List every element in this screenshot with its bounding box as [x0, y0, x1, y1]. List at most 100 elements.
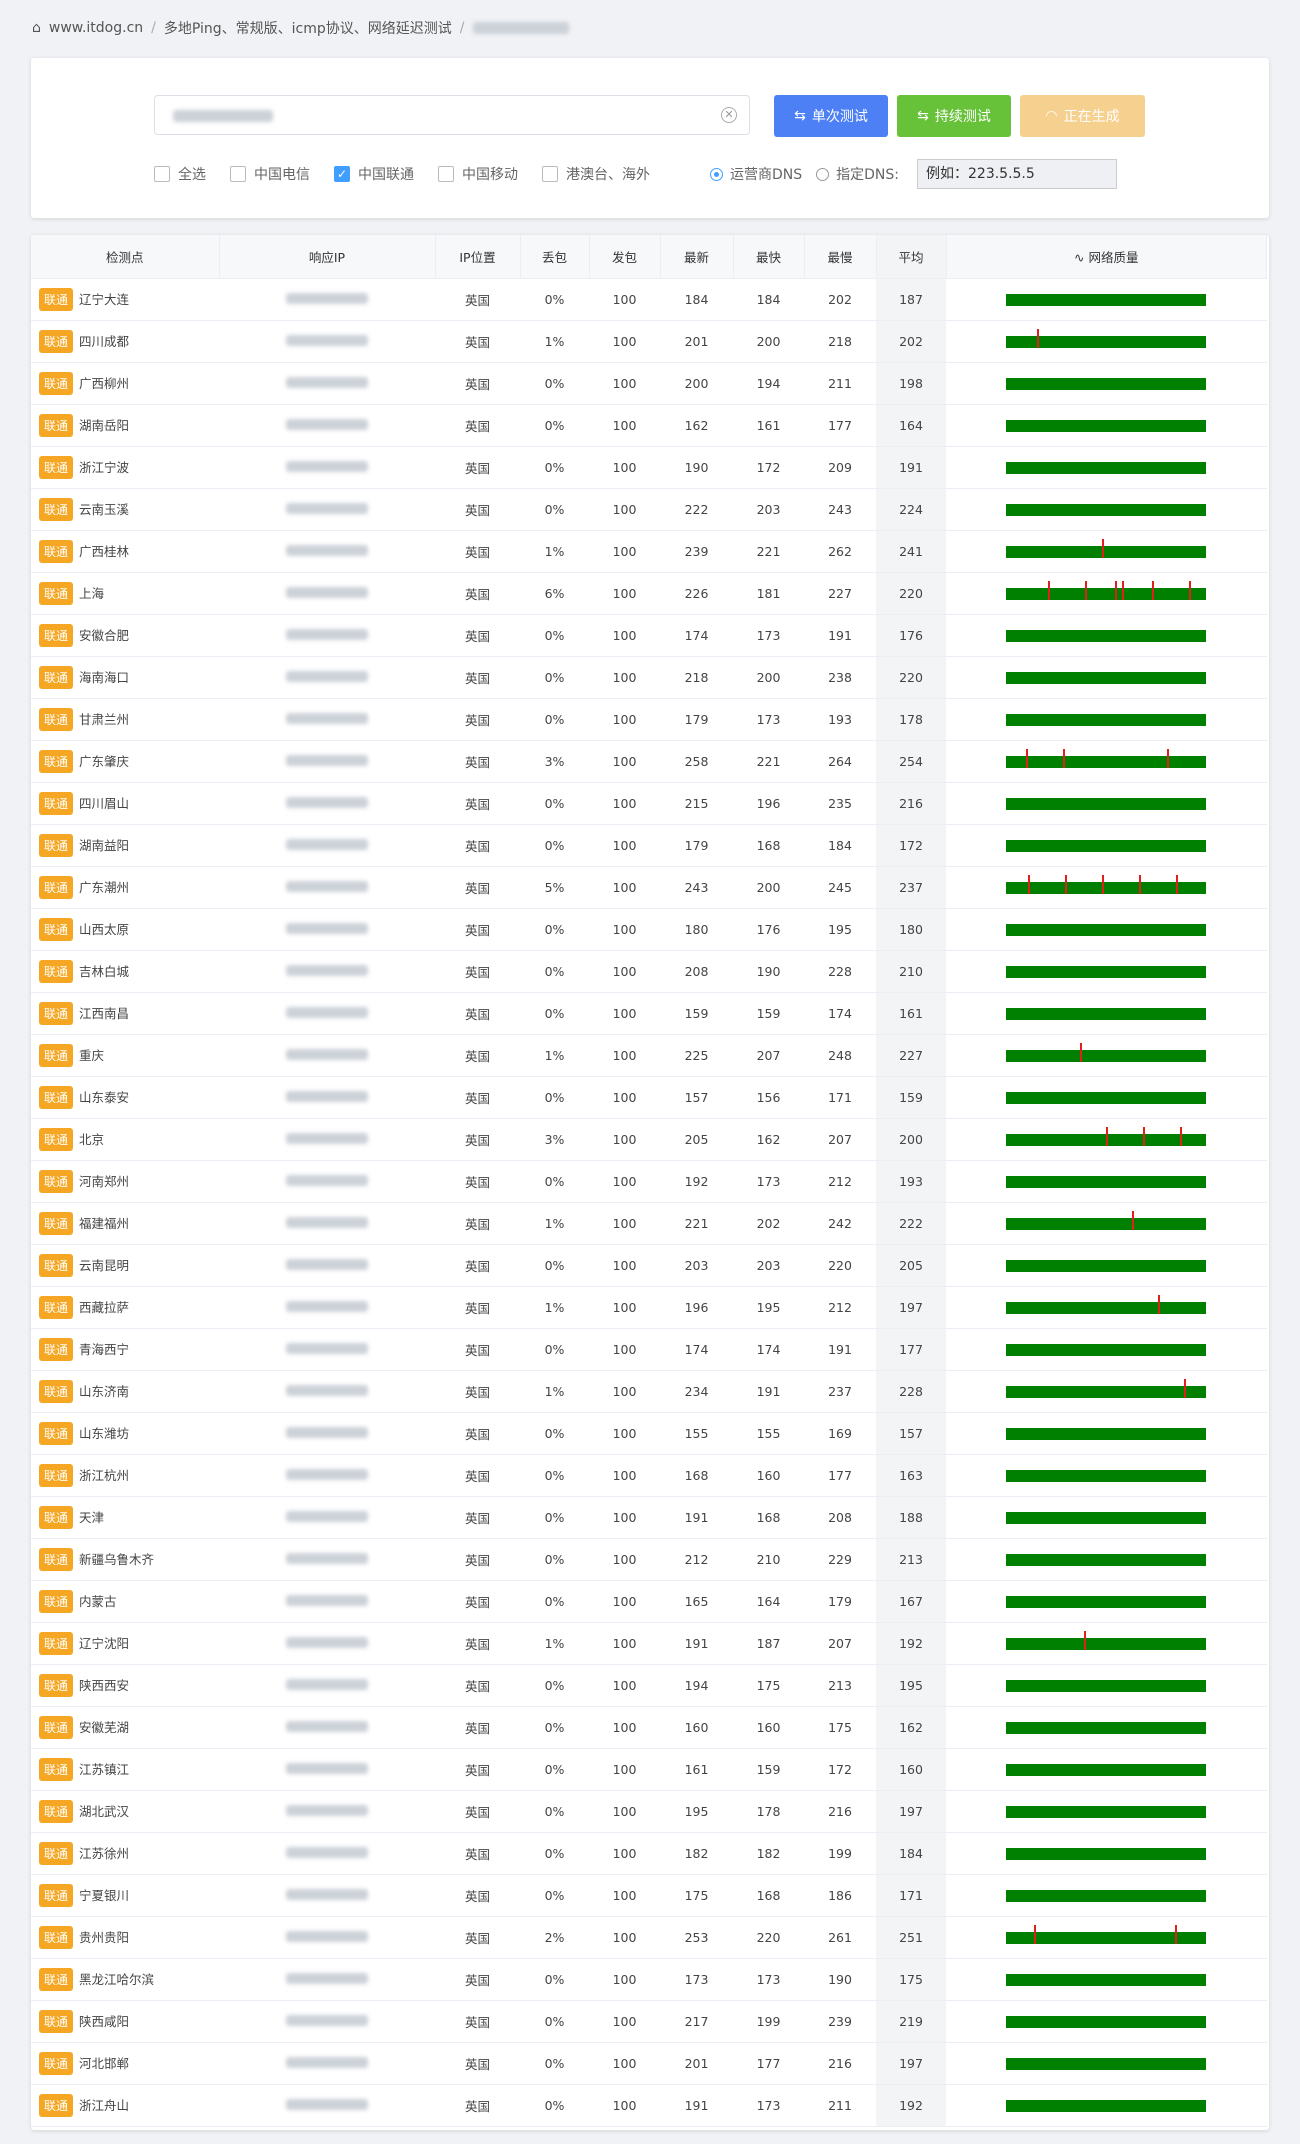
average: 180	[876, 908, 946, 951]
ip-cell	[219, 1118, 435, 1161]
location-cell: 联通 浙江杭州	[31, 1454, 219, 1497]
result-row: 联通 青海西宁 英国 0% 100 174 174 191 177	[31, 1328, 1267, 1371]
ip-cell	[219, 1454, 435, 1497]
radio-dot	[710, 167, 723, 181]
blurred-ip	[286, 1175, 368, 1186]
blurred-ip	[286, 1847, 368, 1858]
quality-bar	[1006, 1091, 1207, 1104]
ip-location: 英国	[435, 1118, 520, 1161]
latest: 243	[660, 866, 733, 909]
slowest: 169	[804, 1412, 876, 1455]
quality-cell	[946, 2084, 1267, 2127]
ip-cell	[219, 1916, 435, 1959]
generating-button[interactable]: ◠ 正在生成	[1020, 95, 1145, 137]
slowest: 261	[804, 1916, 876, 1959]
isp-tag: 联通	[39, 372, 74, 395]
ip-location: 英国	[435, 2042, 520, 2085]
ip-cell	[219, 1958, 435, 2001]
ip-cell	[219, 1412, 435, 1455]
quality-cell	[946, 950, 1267, 993]
ip-cell	[219, 1790, 435, 1833]
single-test-button[interactable]: ⇆ 单次测试	[774, 95, 888, 137]
checkbox[interactable]: 港澳台、海外	[542, 164, 650, 184]
column-header: 最新	[660, 235, 734, 279]
latest: 196	[660, 1286, 733, 1329]
latest: 180	[660, 908, 733, 951]
loss-spike	[1132, 1210, 1135, 1230]
ip-location: 英国	[435, 656, 520, 699]
result-row: 联通 江苏镇江 英国 0% 100 161 159 172 160	[31, 1748, 1267, 1791]
slowest: 191	[804, 614, 876, 657]
fastest: 187	[733, 1622, 804, 1665]
location-cell: 联通 辽宁大连	[31, 278, 219, 321]
slowest: 208	[804, 1496, 876, 1539]
loss: 0%	[520, 908, 589, 951]
search-input[interactable]: ✕	[154, 95, 750, 135]
checkbox[interactable]: 中国移动	[438, 164, 518, 184]
location: 广西桂林	[79, 544, 130, 559]
home-icon: ⌂	[32, 20, 41, 36]
ip-cell	[219, 1034, 435, 1077]
fastest: 184	[733, 278, 804, 321]
loss: 0%	[520, 950, 589, 993]
result-row: 联通 陕西咸阳 英国 0% 100 217 199 239 219	[31, 2000, 1267, 2043]
result-table: 检测点 响应IP IP位置 丢包 发包 最新 最快 最慢 平均 ∿ 网络质量 联通 辽宁大连 英国 0%…	[31, 235, 1267, 2127]
checkbox[interactable]: 中国电信	[230, 164, 310, 184]
sent: 100	[589, 1496, 660, 1539]
sent: 100	[589, 866, 660, 909]
latest: 184	[660, 278, 733, 321]
loss-spike	[1176, 874, 1179, 894]
ip-location: 英国	[435, 614, 520, 657]
quality-bar	[1006, 538, 1207, 558]
isp-tag: 联通	[39, 1128, 74, 1151]
fastest: 159	[733, 992, 804, 1035]
loss-spike	[1175, 1924, 1178, 1944]
result-row: 联通 云南玉溪 英国 0% 100 222 203 243 224	[31, 488, 1267, 531]
result-row: 联通 黑龙江哈尔滨 英国 0% 100 173 173 190 175	[31, 1958, 1267, 2001]
location-cell: 联通 江苏徐州	[31, 1832, 219, 1875]
ip-cell	[219, 1538, 435, 1581]
fastest: 161	[733, 404, 804, 447]
blurred-ip	[286, 965, 368, 976]
average: 197	[876, 1286, 946, 1329]
sent: 100	[589, 992, 660, 1035]
blurred-ip	[286, 1973, 368, 1984]
location-cell: 联通 湖北武汉	[31, 1790, 219, 1833]
continuous-test-button[interactable]: ⇆ 持续测试	[897, 95, 1011, 137]
loss: 0%	[520, 1580, 589, 1623]
ip-location: 英国	[435, 404, 520, 447]
location-cell: 联通 江西南昌	[31, 992, 219, 1035]
ip-cell	[219, 1328, 435, 1371]
loss: 1%	[520, 320, 589, 363]
clear-button[interactable]: ✕	[721, 107, 737, 123]
quality-bar	[1006, 1469, 1207, 1482]
loss: 0%	[520, 1244, 589, 1287]
checkbox[interactable]: 全选	[154, 164, 206, 184]
location: 内蒙古	[79, 1594, 117, 1609]
checkbox[interactable]: ✓ 中国联通	[334, 164, 414, 184]
loss: 1%	[520, 1034, 589, 1077]
ip-location: 英国	[435, 2000, 520, 2043]
latest: 192	[660, 1160, 733, 1203]
fastest: 203	[733, 488, 804, 531]
location-cell: 联通 宁夏银川	[31, 1874, 219, 1917]
radio[interactable]: 指定DNS:	[816, 164, 899, 184]
quality-cell	[946, 278, 1267, 321]
quality-bar	[1006, 671, 1207, 684]
quality-bar	[1006, 1847, 1207, 1860]
location-cell: 联通 湖南岳阳	[31, 404, 219, 447]
radio[interactable]: 运营商DNS	[710, 164, 802, 184]
loss: 0%	[520, 1538, 589, 1581]
breadcrumb-link[interactable]: www.itdog.cn	[48, 20, 144, 36]
location: 云南昆明	[79, 1258, 130, 1273]
loss: 6%	[520, 572, 589, 615]
icon: ∿	[1074, 250, 1089, 265]
latest: 222	[660, 488, 733, 531]
slowest: 177	[804, 1454, 876, 1497]
fastest: 162	[733, 1118, 804, 1161]
dns-input[interactable]: 例如：223.5.5.5	[917, 159, 1117, 189]
location: 西藏拉萨	[79, 1300, 130, 1315]
result-row: 联通 内蒙古 英国 0% 100 165 164 179 167	[31, 1580, 1267, 1623]
breadcrumb-link[interactable]: 多地Ping、常规版、icmp协议、网络延迟测试	[163, 21, 452, 37]
blurred-ip	[286, 1007, 368, 1018]
